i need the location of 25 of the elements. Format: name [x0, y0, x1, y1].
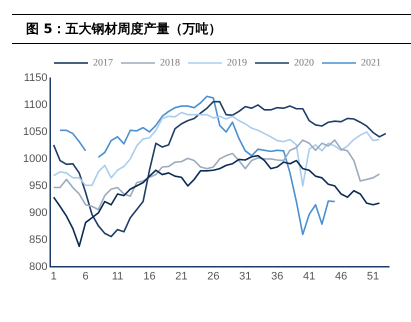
y-tick-label: 1100 — [24, 99, 48, 112]
y-tick-label: 1000 — [22, 152, 48, 165]
y-tick-label: 900 — [29, 206, 48, 219]
x-tick-label: 26 — [207, 270, 220, 282]
x-tick-label: 41 — [303, 270, 316, 282]
x-tick-label: 11 — [112, 270, 124, 282]
x-tick-label: 1 — [50, 270, 57, 282]
legend-label: 2018 — [160, 58, 180, 69]
x-tick-label: 36 — [271, 270, 284, 282]
x-tick-label: 46 — [334, 270, 348, 282]
legend-label: 2020 — [294, 58, 314, 69]
x-tick-label: 16 — [143, 270, 156, 282]
legend-label: 2021 — [361, 58, 381, 69]
y-tick-label: 850 — [29, 234, 48, 246]
y-tick-label: 800 — [29, 260, 48, 273]
y-tick-label: 950 — [29, 180, 48, 192]
x-tick-label: 31 — [239, 270, 252, 282]
y-tick-label: 1150 — [24, 72, 48, 84]
legend-label: 2019 — [227, 58, 247, 69]
x-tick-label: 51 — [366, 270, 380, 282]
legend-label: 2017 — [93, 58, 113, 69]
x-tick-label: 21 — [175, 270, 188, 282]
x-tick-label: 6 — [82, 270, 89, 282]
chart-title: 图 5：五大钢材周度产量（万吨） — [12, 14, 411, 44]
y-tick-label: 1050 — [22, 126, 48, 138]
